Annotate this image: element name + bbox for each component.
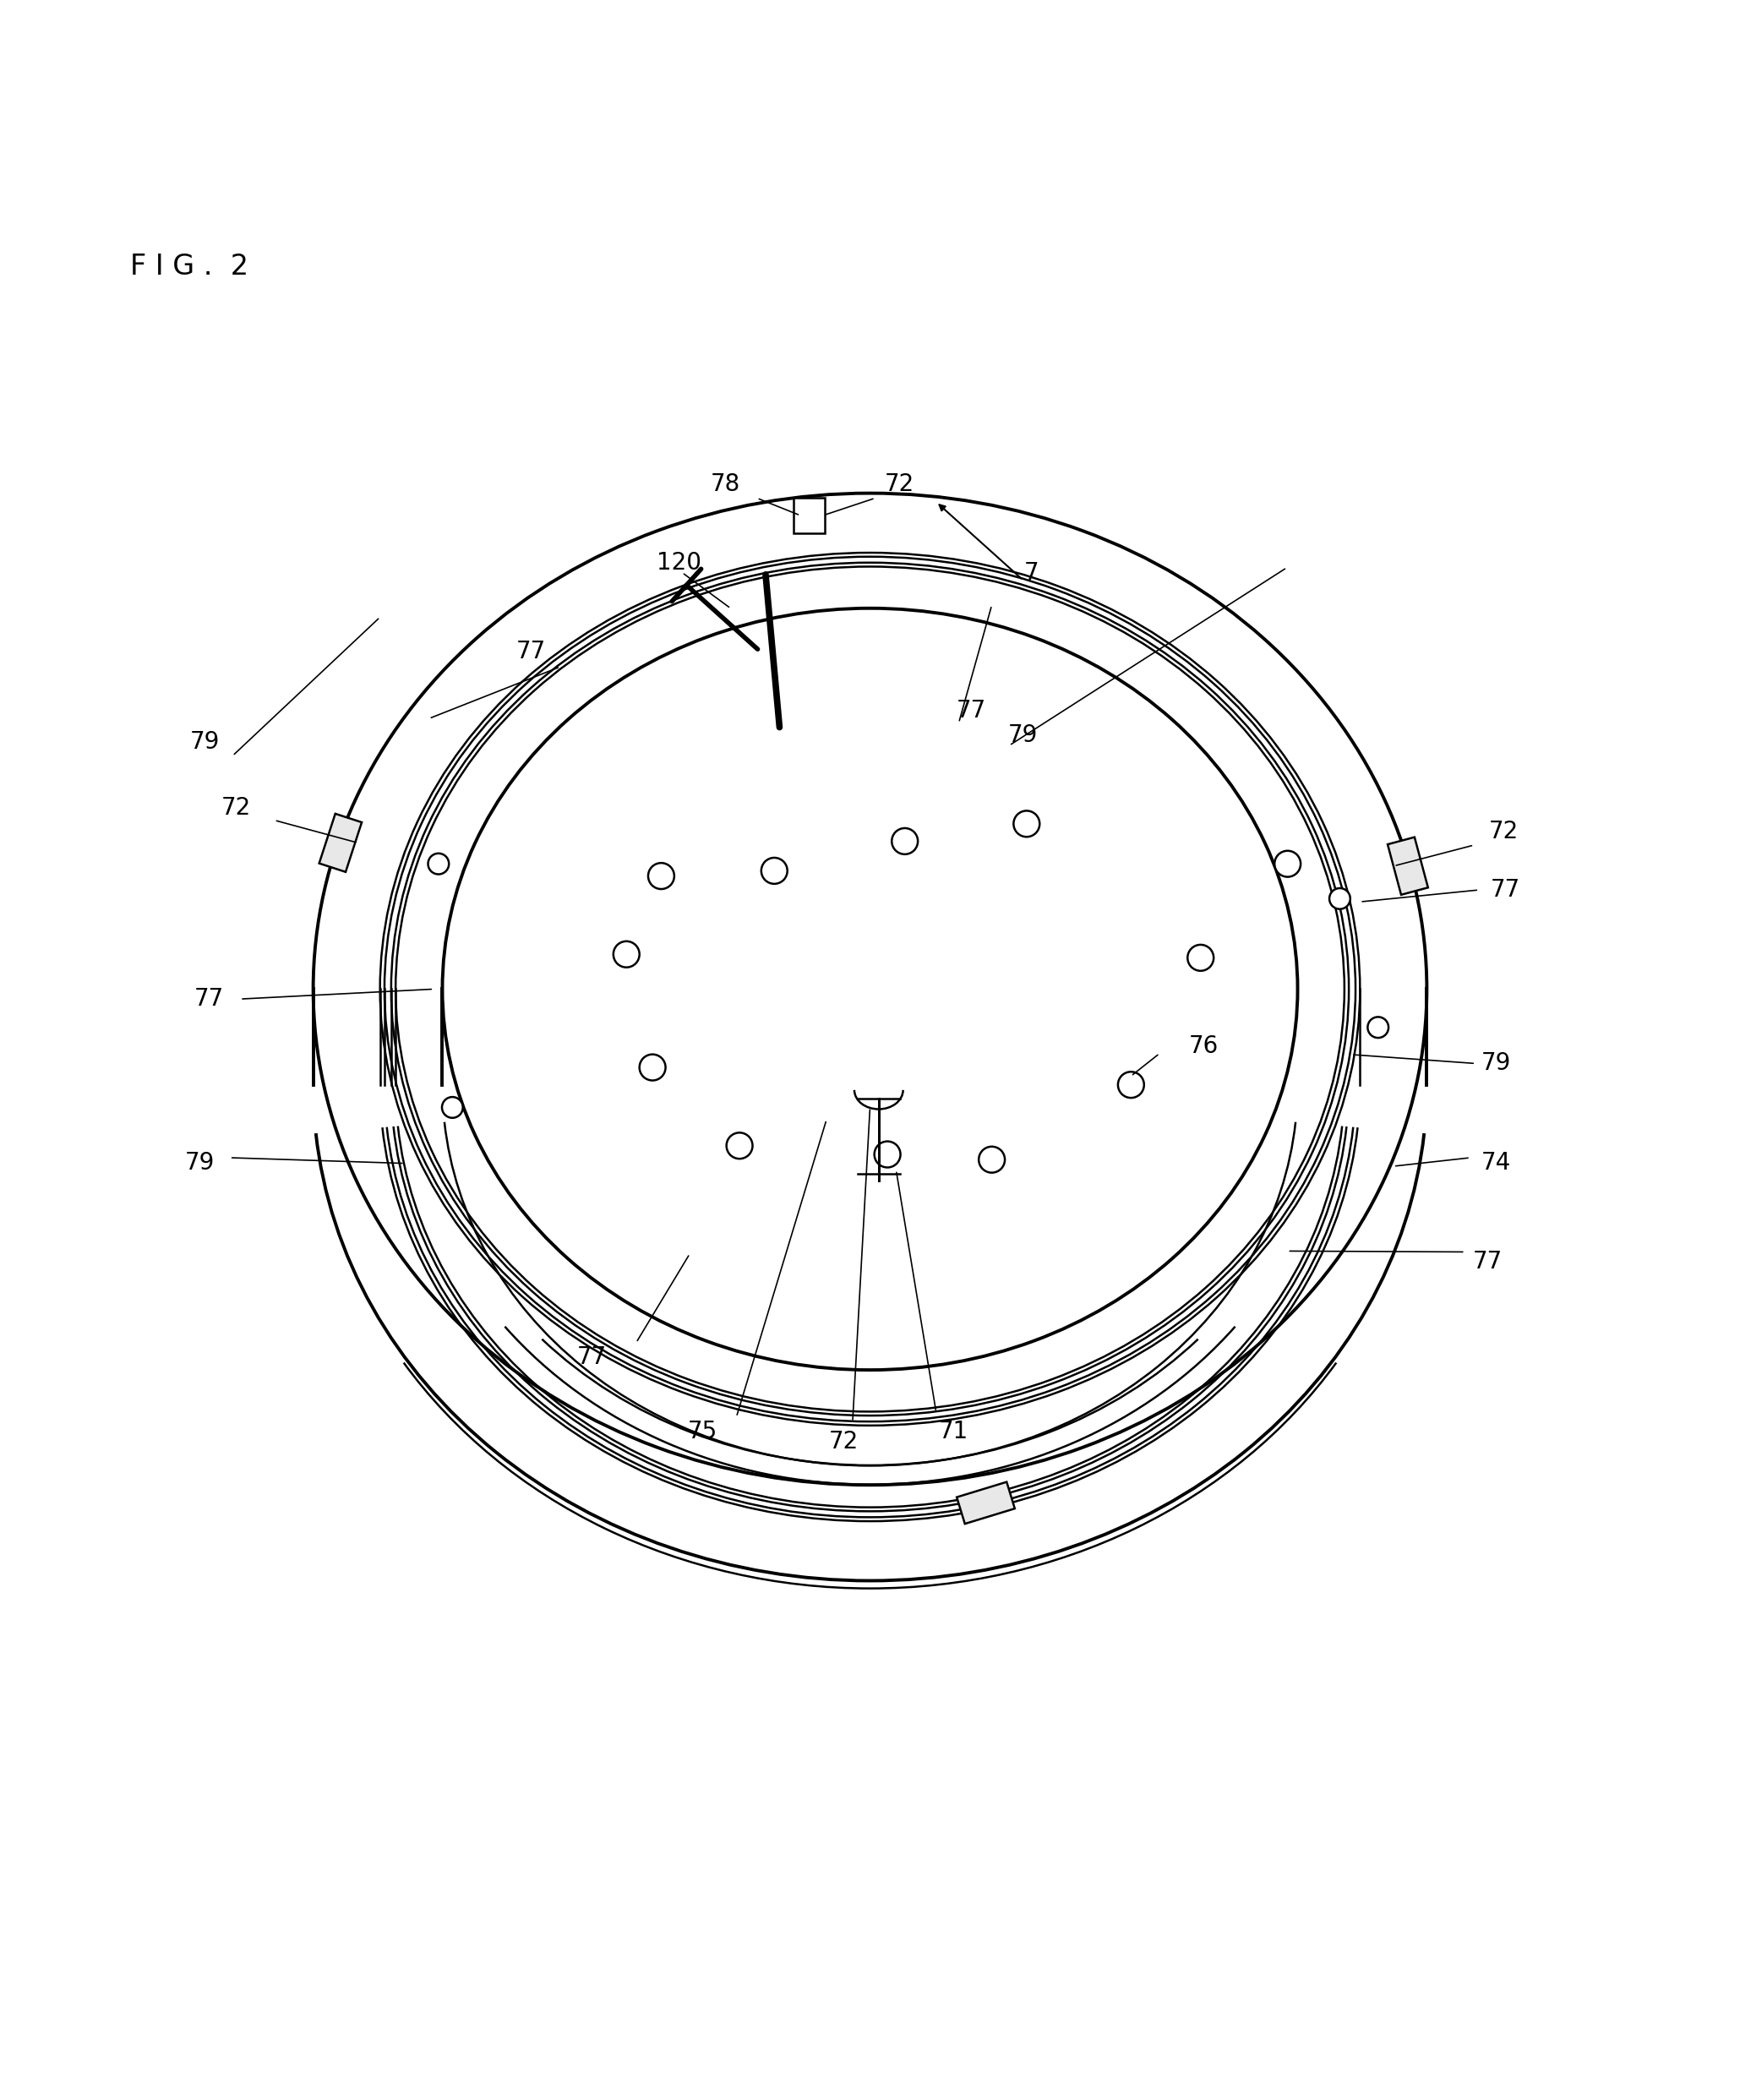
Circle shape xyxy=(1187,945,1213,970)
Circle shape xyxy=(978,1147,1006,1172)
Circle shape xyxy=(1117,1071,1145,1098)
Text: 120: 120 xyxy=(656,550,701,575)
Text: 79: 79 xyxy=(190,731,219,754)
Text: 72: 72 xyxy=(828,1430,860,1453)
Text: F I G .  2: F I G . 2 xyxy=(130,254,249,281)
Circle shape xyxy=(1274,850,1302,878)
Text: 72: 72 xyxy=(221,796,251,819)
Circle shape xyxy=(1329,888,1350,909)
Circle shape xyxy=(873,1140,901,1168)
Text: 7: 7 xyxy=(1025,561,1039,586)
Text: 77: 77 xyxy=(955,699,987,722)
Circle shape xyxy=(442,1096,463,1117)
Text: 77: 77 xyxy=(193,987,224,1010)
Circle shape xyxy=(428,853,449,874)
Text: 77: 77 xyxy=(515,640,546,664)
FancyBboxPatch shape xyxy=(793,498,825,533)
Bar xyxy=(1387,838,1429,895)
Circle shape xyxy=(1368,1016,1389,1037)
Text: 76: 76 xyxy=(1188,1035,1220,1058)
Text: 77: 77 xyxy=(576,1346,607,1369)
Circle shape xyxy=(762,857,786,884)
Text: 72: 72 xyxy=(1489,819,1519,842)
Text: 75: 75 xyxy=(687,1420,719,1445)
Circle shape xyxy=(726,1132,752,1159)
Text: 79: 79 xyxy=(1481,1052,1512,1075)
Text: 78: 78 xyxy=(710,472,741,496)
Bar xyxy=(957,1483,1014,1525)
Circle shape xyxy=(891,827,919,855)
Circle shape xyxy=(1013,811,1041,838)
Text: 79: 79 xyxy=(184,1151,216,1174)
Circle shape xyxy=(612,941,640,968)
Bar xyxy=(318,813,362,872)
Text: 77: 77 xyxy=(1472,1250,1503,1275)
Text: 72: 72 xyxy=(884,472,915,496)
Text: 71: 71 xyxy=(938,1420,969,1445)
Circle shape xyxy=(647,863,673,888)
Circle shape xyxy=(640,1054,665,1079)
Text: 74: 74 xyxy=(1481,1151,1512,1174)
Text: 77: 77 xyxy=(1489,878,1521,901)
Text: 79: 79 xyxy=(1007,722,1039,748)
